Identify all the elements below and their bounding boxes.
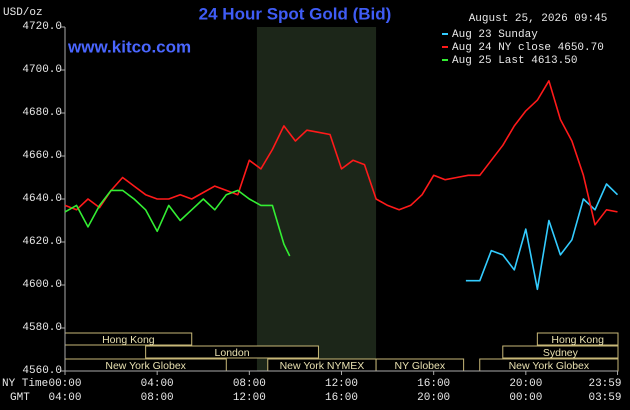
legend-label: Aug 25 Last 4613.50 bbox=[452, 55, 577, 67]
y-tick-label: 4720.0 bbox=[22, 21, 62, 33]
x2-tick-label: 04:00 bbox=[48, 392, 81, 404]
session-box bbox=[145, 345, 319, 359]
x2-tick-label: 03:59 bbox=[588, 392, 621, 404]
session-label: New York Globex bbox=[105, 360, 186, 372]
price-line bbox=[64, 80, 618, 226]
session-label: Sydney bbox=[543, 347, 579, 359]
session-label: Hong Kong bbox=[551, 334, 604, 346]
y-axis-label: USD/oz bbox=[3, 7, 43, 19]
session-box bbox=[502, 345, 619, 359]
y-tick-label: 4700.0 bbox=[22, 64, 62, 76]
session-label: Hong Kong bbox=[102, 334, 155, 346]
legend-label: Aug 23 Sunday bbox=[452, 29, 538, 41]
x-tick-label: 16:00 bbox=[417, 378, 450, 390]
price-line bbox=[64, 189, 291, 257]
x-tick-label: 04:00 bbox=[141, 378, 174, 390]
x2-tick-label: 16:00 bbox=[325, 392, 358, 404]
x-tick-label: 08:00 bbox=[233, 378, 266, 390]
session-label: London bbox=[215, 347, 250, 359]
y-tick-label: 4680.0 bbox=[22, 107, 62, 119]
x-axis-label: NY Time bbox=[2, 378, 48, 390]
y-tick-label: 4620.0 bbox=[22, 236, 62, 248]
x2-tick-label: 20:00 bbox=[417, 392, 450, 404]
chart-title: 24 Hour Spot Gold (Bid) bbox=[199, 4, 392, 23]
y-tick-label: 4580.0 bbox=[22, 322, 62, 334]
y-tick-label: 4600.0 bbox=[22, 279, 62, 291]
session-box bbox=[536, 332, 619, 346]
y-tick-label: 4640.0 bbox=[22, 193, 62, 205]
x-tick-label: 20:00 bbox=[509, 378, 542, 390]
x-tick-label: 23:59 bbox=[588, 378, 621, 390]
date: August 25, 2026 09:45 bbox=[469, 13, 608, 25]
session-label: New York Globex bbox=[509, 360, 590, 372]
legend-box bbox=[438, 27, 618, 67]
x-tick-label: 00:00 bbox=[48, 378, 81, 390]
x2-tick-label: 08:00 bbox=[141, 392, 174, 404]
session-label: New York NYMEX bbox=[280, 360, 365, 372]
price-line bbox=[465, 183, 619, 291]
y-tick-label: 4560.0 bbox=[22, 365, 62, 377]
x2-tick-label: 12:00 bbox=[233, 392, 266, 404]
x2-axis-label: GMT bbox=[10, 392, 30, 404]
session-label: NY Globex bbox=[395, 360, 446, 372]
shaded-region bbox=[256, 27, 377, 371]
site-url: www.kitco.com bbox=[67, 37, 191, 56]
y-tick-label: 4660.0 bbox=[22, 150, 62, 162]
x2-tick-label: 00:00 bbox=[509, 392, 542, 404]
legend-label: Aug 24 NY close 4650.70 bbox=[452, 42, 604, 54]
x-tick-label: 12:00 bbox=[325, 378, 358, 390]
